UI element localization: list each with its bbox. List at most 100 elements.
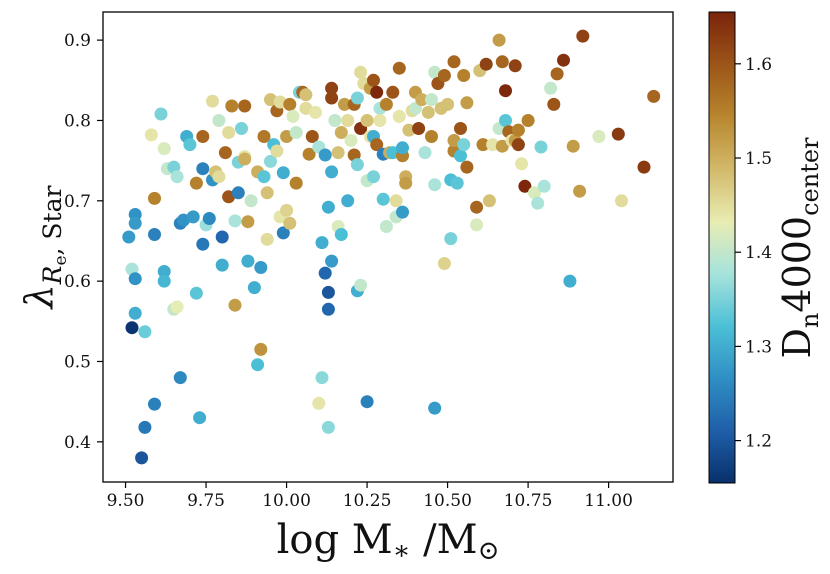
data-point xyxy=(495,139,509,153)
data-point xyxy=(315,236,329,250)
data-point xyxy=(334,126,348,139)
data-point xyxy=(576,29,590,43)
data-point xyxy=(334,228,348,241)
data-point xyxy=(251,358,265,372)
data-point xyxy=(170,170,184,184)
scatter-points xyxy=(122,29,661,465)
data-point xyxy=(437,69,451,82)
data-point xyxy=(367,170,380,184)
plot-frame xyxy=(102,11,674,483)
data-point xyxy=(367,73,380,87)
data-point xyxy=(283,97,297,111)
data-point xyxy=(283,216,297,230)
colorbar-label: Dn4000center xyxy=(775,137,824,359)
data-point xyxy=(537,179,551,193)
data-point xyxy=(193,411,207,425)
data-point xyxy=(511,123,525,137)
data-point xyxy=(238,99,252,113)
data-point xyxy=(421,105,435,119)
data-point xyxy=(241,215,255,229)
data-point xyxy=(299,88,313,102)
data-point xyxy=(412,122,426,135)
colorbar-tick-label: 1.2 xyxy=(745,432,772,452)
x-tick-label: 10.25 xyxy=(343,491,392,511)
data-point xyxy=(260,186,274,200)
data-point xyxy=(470,218,484,232)
data-point xyxy=(454,122,467,135)
data-point xyxy=(148,228,161,241)
data-point xyxy=(379,97,393,111)
colorbar-tick-label: 1.5 xyxy=(745,149,772,169)
x-axis-label: log M∗ /M⊙ xyxy=(277,517,500,566)
data-point xyxy=(148,397,161,411)
y-tick-label: 0.4 xyxy=(64,433,91,453)
data-point xyxy=(138,420,152,434)
data-point xyxy=(482,194,496,208)
data-point xyxy=(325,91,339,105)
data-point xyxy=(425,93,438,107)
data-point xyxy=(215,258,229,272)
data-point xyxy=(280,203,294,217)
data-point xyxy=(321,285,335,299)
data-point xyxy=(470,200,484,214)
data-point xyxy=(321,200,335,214)
data-point xyxy=(341,194,355,208)
data-point xyxy=(637,160,651,174)
data-point xyxy=(360,395,374,409)
data-point xyxy=(338,97,351,111)
data-point xyxy=(437,257,451,270)
data-point xyxy=(460,96,474,110)
colorbar-tick-label: 1.4 xyxy=(745,243,772,263)
data-point xyxy=(196,237,210,251)
data-point xyxy=(157,274,171,288)
data-point xyxy=(557,53,570,67)
y-tick-label: 0.8 xyxy=(64,111,91,131)
data-point xyxy=(511,138,525,152)
x-tick-label: 9.75 xyxy=(187,491,225,511)
data-point xyxy=(241,254,255,268)
data-point xyxy=(289,126,303,139)
data-point xyxy=(318,148,332,162)
data-point xyxy=(264,154,277,168)
data-point xyxy=(196,130,210,143)
data-point xyxy=(399,176,413,190)
data-point xyxy=(344,134,358,147)
data-point xyxy=(379,220,393,233)
data-point xyxy=(428,401,442,415)
data-point xyxy=(566,139,580,153)
data-point xyxy=(573,184,587,198)
data-point xyxy=(321,302,335,316)
data-point xyxy=(125,321,139,335)
data-point xyxy=(289,176,303,190)
y-axis-label: λRe, Star xyxy=(17,185,71,310)
data-point xyxy=(396,205,409,219)
data-point xyxy=(225,99,239,113)
data-point xyxy=(148,191,161,205)
data-point xyxy=(376,192,390,206)
data-point xyxy=(518,179,532,193)
data-point xyxy=(244,194,258,208)
data-point xyxy=(547,97,561,111)
data-point xyxy=(202,212,216,225)
x-axis: 9.50 9.75 10.00 10.25 10.50 10.75 11.00 xyxy=(107,482,633,511)
data-point xyxy=(325,81,339,95)
data-point xyxy=(135,451,149,465)
data-point xyxy=(331,146,345,160)
data-point xyxy=(647,89,661,103)
data-point xyxy=(247,281,261,295)
data-point xyxy=(457,69,471,82)
data-point xyxy=(170,300,184,314)
data-point xyxy=(206,94,219,108)
data-point xyxy=(350,158,364,172)
data-point xyxy=(428,178,442,192)
data-point xyxy=(128,306,142,320)
data-point xyxy=(231,186,245,200)
data-point xyxy=(499,84,512,98)
data-point xyxy=(270,144,284,158)
data-point xyxy=(396,141,409,155)
data-point xyxy=(544,81,558,95)
data-point xyxy=(373,114,387,127)
data-point xyxy=(302,147,316,161)
x-tick-label: 10.50 xyxy=(423,491,472,511)
data-point xyxy=(492,33,506,47)
